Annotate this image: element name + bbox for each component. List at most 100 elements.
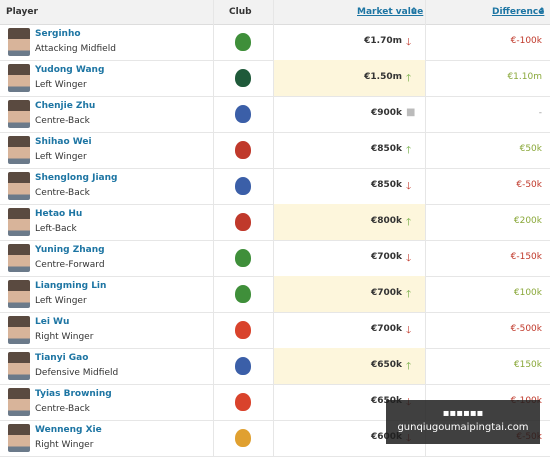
watermark-text: gunqiugoumaipingtai.com <box>397 422 529 433</box>
player-photo <box>8 172 30 200</box>
player-photo <box>8 100 30 128</box>
player-name[interactable]: Shihao Wei <box>35 137 92 147</box>
club-logo <box>235 357 251 375</box>
watermark: ▪▪▪▪▪▪ gunqiugoumaipingtai.com <box>386 400 540 444</box>
column-separator <box>213 0 214 456</box>
sort-icon[interactable]: ↕ <box>538 7 546 17</box>
player-position: Defensive Midfield <box>35 368 119 378</box>
market-value: €850k <box>370 180 402 190</box>
highlight <box>274 204 425 240</box>
player-row: Liangming Lin Left Winger €700k 🡑 €100k <box>0 276 550 313</box>
table-header: Player Club Market value ↕ Difference ↕ <box>0 0 550 25</box>
player-name[interactable]: Hetao Hu <box>35 209 83 219</box>
watermark-box: ▪▪▪▪▪▪ <box>442 408 484 419</box>
player-position: Centre-Forward <box>35 260 105 270</box>
market-value: €700k <box>370 324 402 334</box>
club-logo <box>235 141 251 159</box>
player-photo <box>8 244 30 272</box>
market-value: €900k <box>370 108 402 118</box>
market-value: €1.70m <box>364 36 402 46</box>
club-header: Club <box>229 7 252 17</box>
player-position: Centre-Back <box>35 188 90 198</box>
highlight <box>274 348 425 384</box>
club-logo <box>235 393 251 411</box>
player-row: Yudong Wang Left Winger €1.50m 🡑 €1.10m <box>0 60 550 97</box>
player-photo <box>8 388 30 416</box>
player-position: Attacking Midfield <box>35 44 116 54</box>
column-separator <box>273 0 274 456</box>
column-separator <box>425 0 426 456</box>
player-photo <box>8 208 30 236</box>
trend-icon: 🡑 <box>406 73 412 84</box>
player-photo <box>8 64 30 92</box>
highlight <box>274 60 425 96</box>
player-row: Shenglong Jiang Centre-Back €850k 🡓 €-50k <box>0 168 550 205</box>
player-name[interactable]: Serginho <box>35 29 81 39</box>
player-name[interactable]: Yudong Wang <box>35 65 105 75</box>
club-logo <box>235 105 251 123</box>
player-position: Left Winger <box>35 296 87 306</box>
trend-icon: 🡑 <box>406 361 412 372</box>
player-row: Yuning Zhang Centre-Forward €700k 🡓 €-150k <box>0 240 550 277</box>
difference: €50k <box>519 144 542 154</box>
trend-icon: 🡓 <box>406 253 412 264</box>
player-row: Hetao Hu Left-Back €800k 🡑 €200k <box>0 204 550 241</box>
player-position: Right Winger <box>35 332 94 342</box>
trend-icon: 🡓 <box>406 181 412 192</box>
difference: €-150k <box>510 252 542 262</box>
club-logo <box>235 213 251 231</box>
club-logo <box>235 321 251 339</box>
player-name[interactable]: Lei Wu <box>35 317 70 327</box>
player-header: Player <box>6 7 38 17</box>
club-logo <box>235 285 251 303</box>
highlight <box>274 276 425 312</box>
player-photo <box>8 280 30 308</box>
player-name[interactable]: Shenglong Jiang <box>35 173 118 183</box>
difference: €150k <box>513 360 542 370</box>
difference: €200k <box>513 216 542 226</box>
player-name[interactable]: Wenneng Xie <box>35 425 102 435</box>
player-name[interactable]: Yuning Zhang <box>35 245 105 255</box>
market-value-header[interactable]: Market value <box>357 7 424 17</box>
trend-icon: 🡓 <box>406 325 412 336</box>
player-photo <box>8 136 30 164</box>
difference: €-50k <box>516 180 542 190</box>
player-row: Lei Wu Right Winger €700k 🡓 €-500k <box>0 312 550 349</box>
player-row: Chenjie Zhu Centre-Back €900k ■ - <box>0 96 550 133</box>
player-position: Left Winger <box>35 80 87 90</box>
sort-icon[interactable]: ↕ <box>410 7 418 17</box>
player-position: Centre-Back <box>35 404 90 414</box>
player-position: Left Winger <box>35 152 87 162</box>
player-name[interactable]: Chenjie Zhu <box>35 101 96 111</box>
market-value: €800k <box>370 216 402 226</box>
trend-icon: 🡑 <box>406 145 412 156</box>
market-value: €850k <box>370 144 402 154</box>
club-logo <box>235 69 251 87</box>
trend-icon: ■ <box>406 107 416 118</box>
market-value: €1.50m <box>364 72 402 82</box>
difference: - <box>538 108 542 118</box>
difference: €-100k <box>510 36 542 46</box>
player-photo <box>8 352 30 380</box>
player-position: Left-Back <box>35 224 77 234</box>
difference: €1.10m <box>507 72 542 82</box>
club-logo <box>235 249 251 267</box>
player-photo <box>8 28 30 56</box>
market-value: €700k <box>370 288 402 298</box>
trend-icon: 🡓 <box>406 37 412 48</box>
difference-header[interactable]: Difference <box>492 7 545 17</box>
difference: €100k <box>513 288 542 298</box>
player-photo <box>8 424 30 452</box>
market-value: €700k <box>370 252 402 262</box>
club-logo <box>235 177 251 195</box>
trend-icon: 🡑 <box>406 217 412 228</box>
player-name[interactable]: Tianyi Gao <box>35 353 89 363</box>
player-name[interactable]: Liangming Lin <box>35 281 107 291</box>
trend-icon: 🡑 <box>406 289 412 300</box>
market-value: €650k <box>370 360 402 370</box>
player-name[interactable]: Tyias Browning <box>35 389 112 399</box>
player-photo <box>8 316 30 344</box>
player-position: Centre-Back <box>35 116 90 126</box>
player-position: Right Winger <box>35 440 94 450</box>
